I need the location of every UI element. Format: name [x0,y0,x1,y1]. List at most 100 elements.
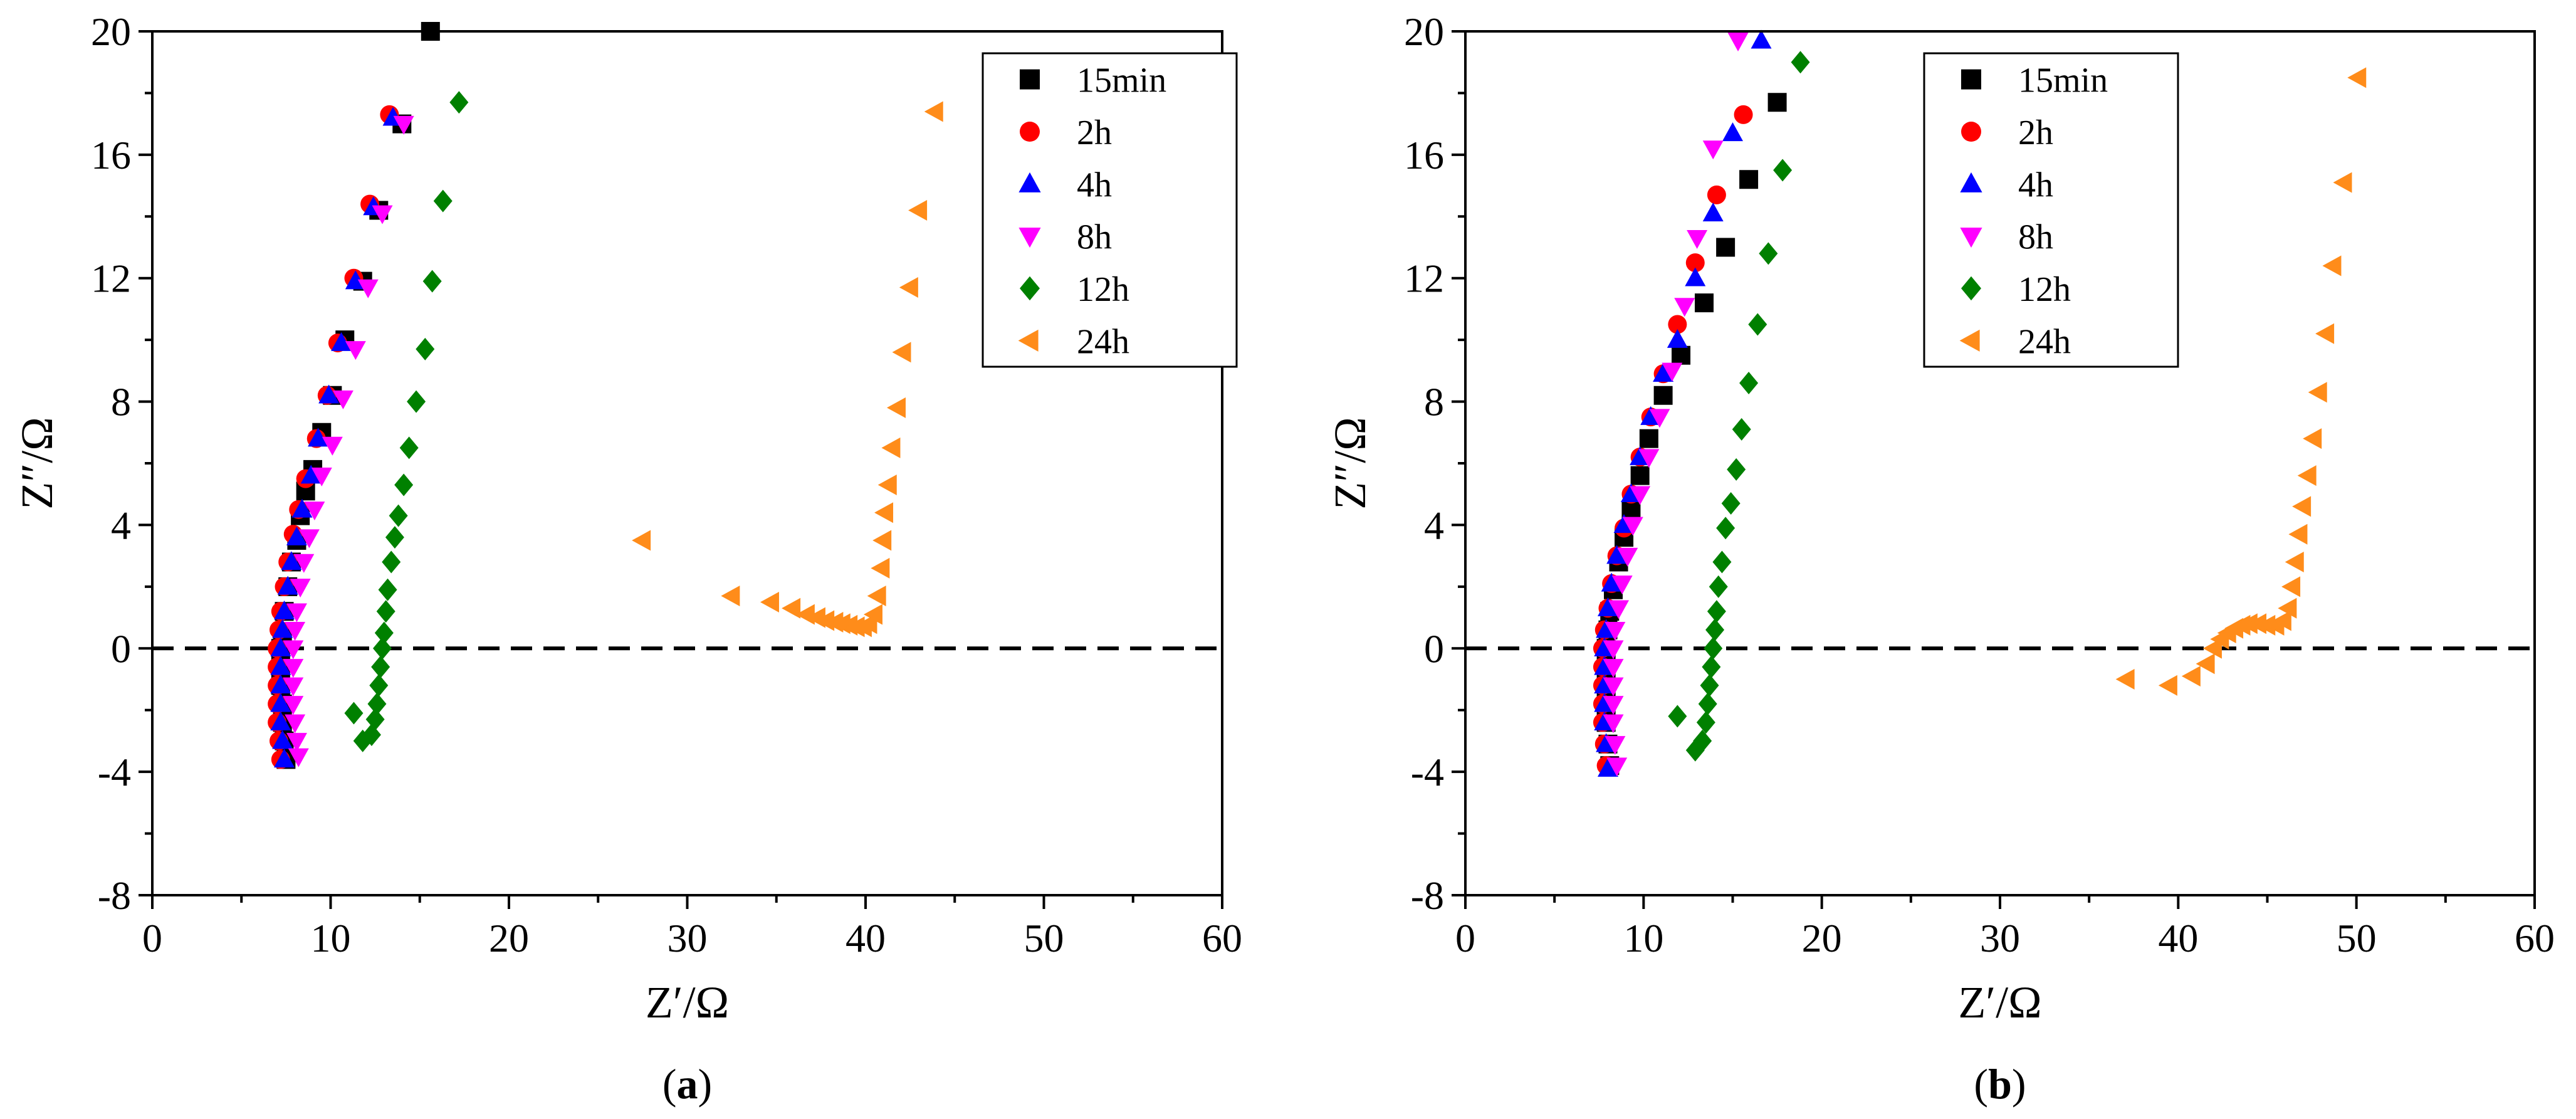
data-point [877,474,897,495]
legend-label: 24h [1077,322,1129,361]
data-point [1732,418,1751,441]
y-tick-label: -8 [98,873,131,918]
legend-label: 15min [2018,61,2108,100]
data-point [393,115,414,135]
legend-marker [1961,69,1981,90]
y-tick-label: 4 [111,503,131,547]
data-point [867,586,886,607]
series-24h [2115,67,2367,696]
data-point [1739,170,1759,189]
legend-item: 15min [1020,61,1166,100]
x-tick-label: 60 [1202,916,1242,960]
data-point [1791,51,1810,74]
legend-marker [1020,276,1040,301]
data-point [1702,140,1724,160]
data-point [2272,610,2291,631]
y-tick-label: 16 [1404,133,1444,177]
data-point [345,341,366,360]
legend-item: 4h [1018,165,1112,204]
data-point [1667,328,1688,348]
data-point [272,730,293,749]
data-point [924,101,943,122]
data-point [2115,669,2135,690]
legend-label: 2h [1077,113,1112,152]
data-point [908,199,928,221]
y-tick-label: -8 [1411,873,1444,918]
data-point [1622,517,1643,536]
data-point [291,498,313,518]
data-point [308,428,329,447]
data-point [270,693,291,712]
x-axis-title: Z′/Ω [646,977,729,1027]
legend-label: 2h [2018,113,2053,152]
data-point [874,502,894,523]
data-point [1617,547,1638,567]
data-point [449,91,469,114]
legend-marker [1960,172,1982,192]
data-point [1696,711,1715,734]
legend-item: 2h [1961,113,2053,152]
data-point [2292,496,2312,517]
data-point [416,337,435,360]
x-tick-label: 30 [1980,916,2020,960]
data-point [1734,105,1753,124]
data-point [1668,315,1687,334]
data-point [1702,655,1721,678]
x-tick-label: 0 [142,916,162,960]
legend-label: 15min [1077,61,1166,100]
data-point [2248,613,2267,634]
data-point [1712,550,1732,574]
data-point [1748,313,1767,336]
data-point [1727,458,1746,481]
legend-item: 12h [1020,270,1129,309]
legend-label: 8h [2018,218,2053,257]
data-point [2322,255,2342,276]
data-point [378,578,397,601]
y-tick-label: -4 [1411,750,1444,794]
legend: 15min 2h 4h 8h 12h 24h [982,52,1238,368]
y-tick-label: 12 [91,256,131,301]
x-axis-title: Z′/Ω [1958,977,2041,1027]
data-point [1601,572,1622,592]
x-tick-label: 30 [668,916,708,960]
data-point [1672,345,1691,365]
data-point [1739,372,1759,395]
data-point [286,603,307,623]
data-point [300,465,322,484]
legend-label: 4h [1077,165,1112,204]
data-point [1767,93,1787,112]
data-point [270,656,291,675]
data-point [1639,429,1658,448]
data-point [1722,122,1743,142]
data-point [1653,386,1673,405]
data-point [2303,428,2322,449]
x-tick-label: 60 [2515,916,2555,960]
legend-item: 4h [1960,165,2053,204]
legend-box [982,52,1238,368]
data-point [285,622,306,641]
legend-marker [1018,329,1039,352]
data-point [886,397,906,418]
y-tick-label: 8 [111,380,131,424]
legend-label: 8h [1077,218,1112,257]
data-point [332,390,353,409]
series-12h [344,91,469,752]
data-point [1630,466,1650,485]
x-tick-label: 50 [1024,916,1064,960]
data-point [344,701,364,725]
data-point [270,675,291,694]
series-4h [1594,29,1772,777]
data-point [795,604,815,625]
data-point [872,530,892,551]
legend-label: 12h [1077,270,1129,309]
legend-item: 12h [1961,270,2071,309]
data-point [1630,486,1651,505]
data-point [2158,675,2177,696]
data-point [433,189,453,213]
data-point [2308,382,2327,403]
data-point [1638,449,1660,468]
data-point [782,597,801,619]
data-point [1685,253,1705,273]
series-15min [1596,93,1787,775]
y-tick-label: 12 [1404,256,1444,301]
